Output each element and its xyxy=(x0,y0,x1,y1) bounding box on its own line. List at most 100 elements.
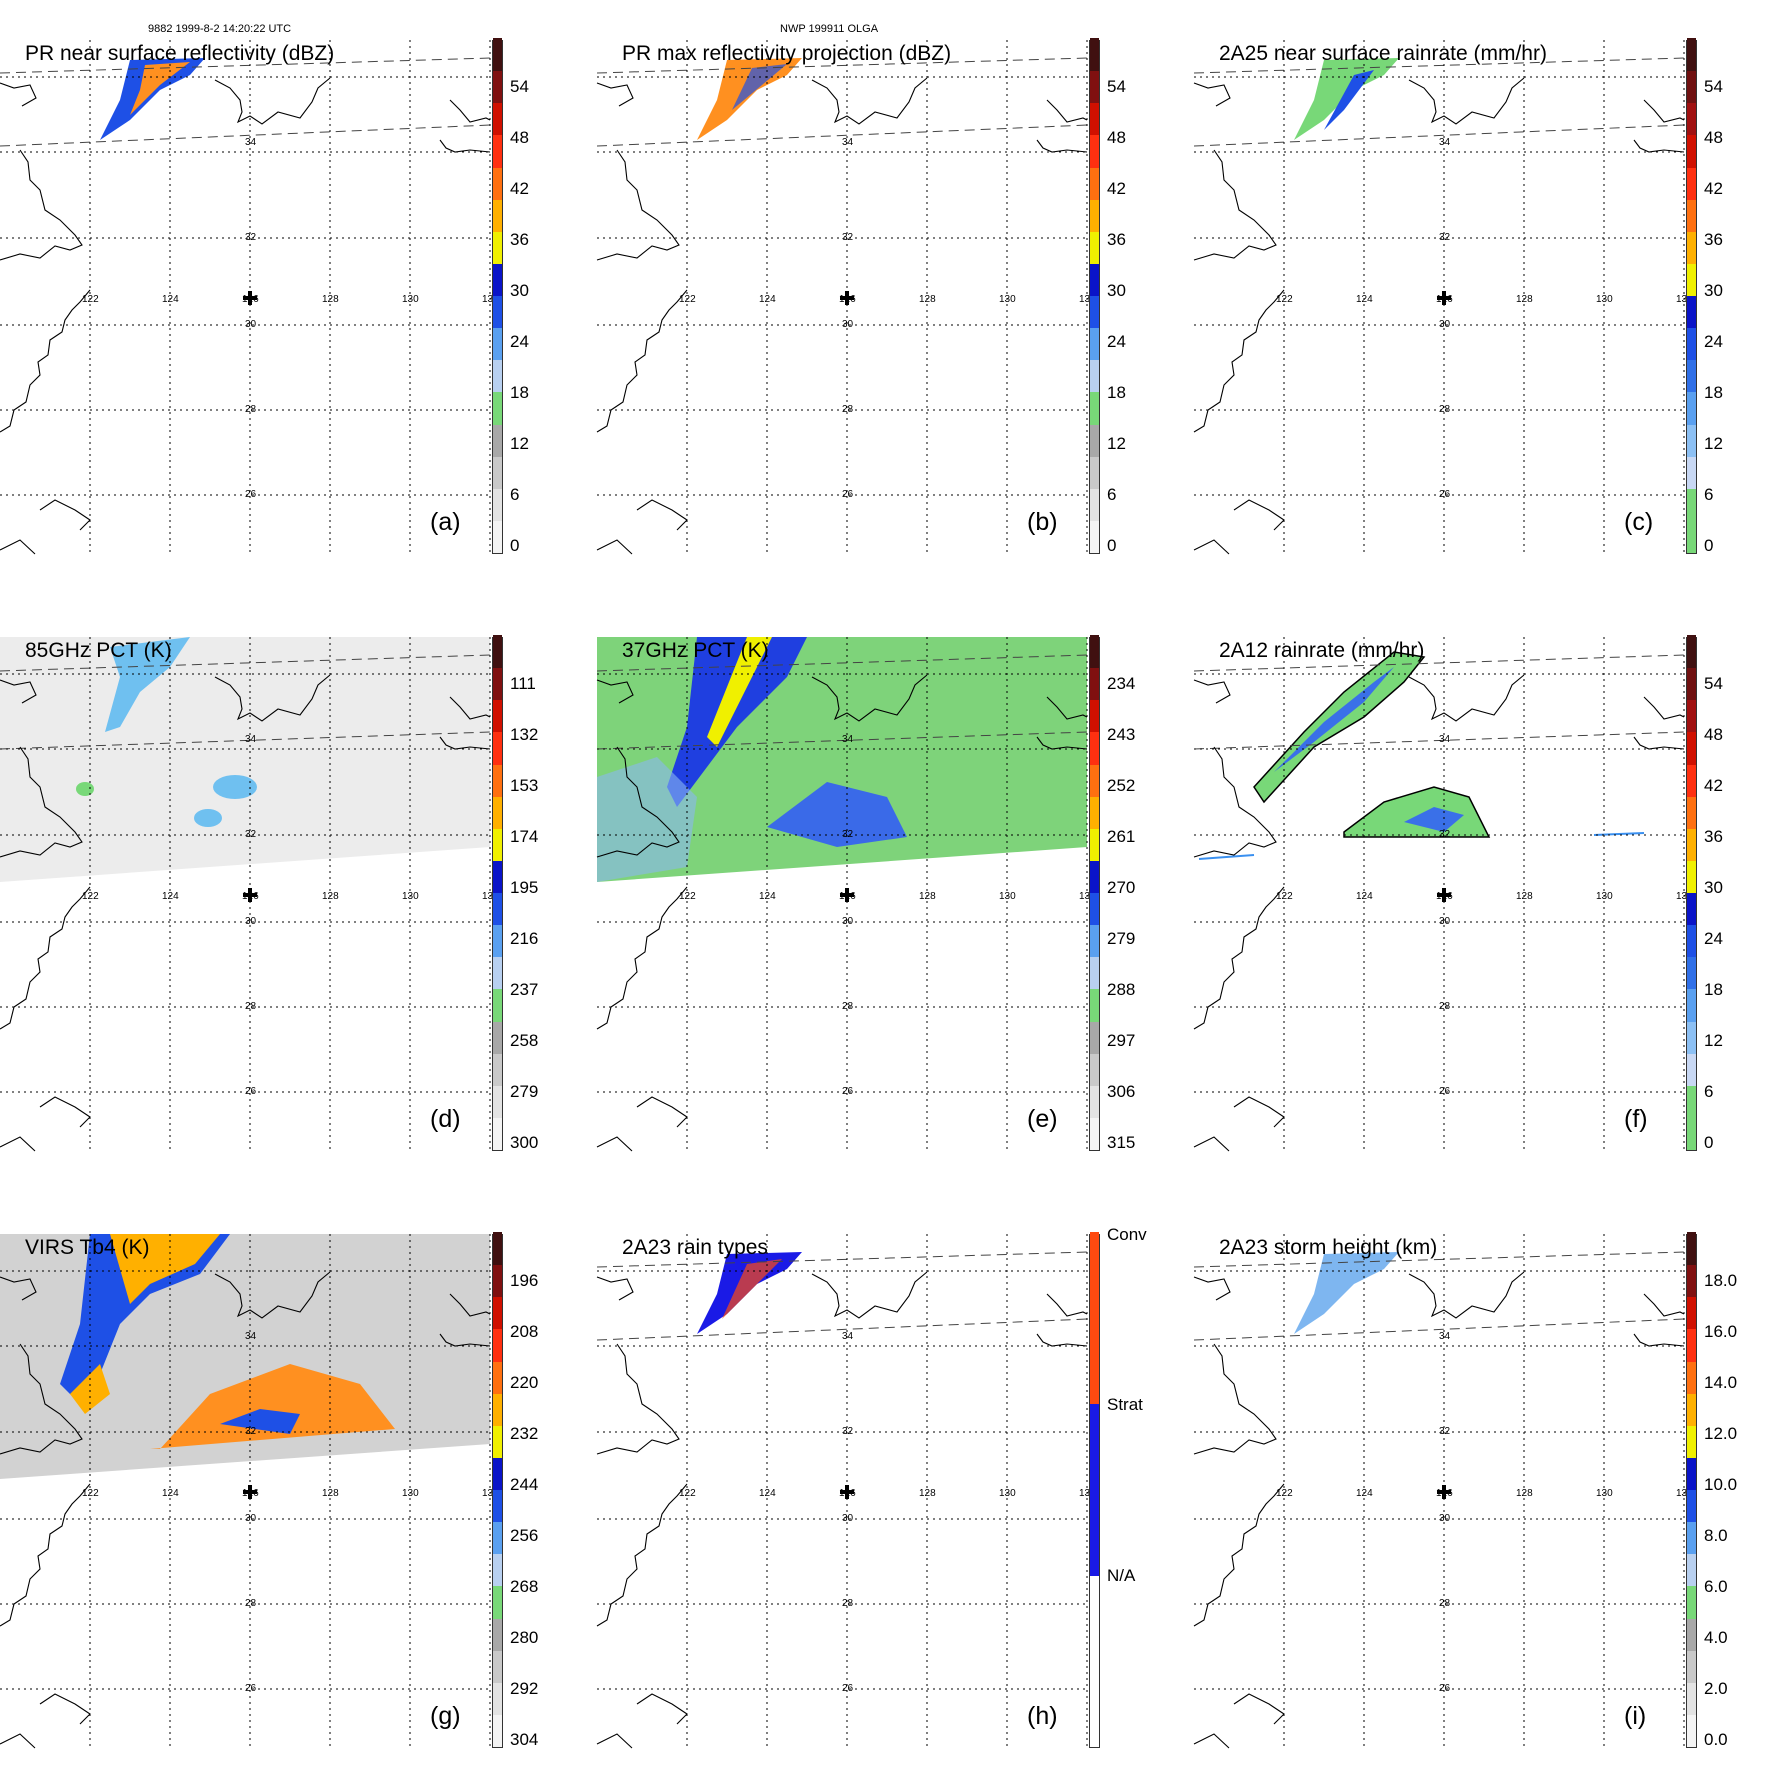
lon-label: 132 xyxy=(1079,1488,1096,1499)
panel-c: 122 124 126 128 130 132 34 32 30 28 26 2A25 near su… xyxy=(1193,38,1746,566)
colorbar-segment xyxy=(493,520,502,553)
colorbar-segment xyxy=(493,1052,502,1086)
panel-a: 122 124 126 128 130 132 34 32 30 28 26 PR near surf… xyxy=(0,38,552,566)
colorbar-segment xyxy=(1687,487,1696,521)
lat-label: 30 xyxy=(842,916,854,927)
cloud-band xyxy=(60,1234,230,1404)
colorbar-tick-label: 288 xyxy=(1107,980,1136,999)
orbit-timestamp: 9882 1999-8-2 14:20:22 UTC xyxy=(148,23,292,35)
colorbar-segment xyxy=(493,1424,502,1458)
colorbar-tick-label: 36 xyxy=(1704,230,1723,249)
colorbar-tick-label: Strat xyxy=(1107,1395,1143,1414)
colorbar xyxy=(1686,1232,1697,1748)
coastline-china xyxy=(596,82,688,555)
colorbar-segment xyxy=(1090,1117,1099,1150)
colorbar-segment xyxy=(493,1360,502,1394)
colorbar-tick-label: 4.0 xyxy=(1704,1628,1728,1647)
panel-title: 2A23 rain types xyxy=(622,1236,768,1259)
lon-label: 132 xyxy=(482,1488,499,1499)
lat-label: 30 xyxy=(245,319,257,330)
colorbar-tick-label: Conv xyxy=(1107,1225,1147,1244)
coastline-china xyxy=(1193,1276,1285,1749)
lon-label: 126 xyxy=(839,891,856,902)
colorbar-segment xyxy=(1687,731,1696,765)
rainband-cold xyxy=(667,637,807,807)
panel-letter: (c) xyxy=(1624,508,1654,536)
lat-label: 34 xyxy=(1439,734,1451,745)
colorbar-segment xyxy=(1090,892,1099,926)
map-c xyxy=(1193,40,1685,555)
colorbar-segment xyxy=(1687,1264,1696,1298)
colorbar-segment xyxy=(493,263,502,296)
coastline-china xyxy=(596,1276,688,1749)
map-b xyxy=(596,40,1088,555)
colorbar-tick-label: 48 xyxy=(1704,128,1723,147)
panel-title: PR max reflectivity projection (dBZ) xyxy=(622,42,952,65)
lon-label: 124 xyxy=(759,294,776,305)
colorbar-tick-label: 258 xyxy=(510,1031,539,1050)
colorbar-segment xyxy=(1687,1714,1696,1747)
coastline-china xyxy=(0,1276,91,1749)
colorbar-tick-label: 24 xyxy=(510,332,529,351)
panel-letter: (b) xyxy=(1027,508,1058,536)
lon-label: 130 xyxy=(1596,891,1613,902)
colorbar-tick-label: 270 xyxy=(1107,878,1136,897)
lat-label: 32 xyxy=(245,232,257,243)
colorbar-segment xyxy=(493,1521,502,1555)
colorbar-tick-label: 174 xyxy=(510,827,539,846)
colorbar-tick-label: 12 xyxy=(1704,1031,1723,1050)
lat-label: 34 xyxy=(1439,1331,1451,1342)
colorbar-tick-label: 292 xyxy=(510,1679,539,1698)
colorbar-segment xyxy=(1090,1575,1099,1747)
colorbar-segment xyxy=(493,667,502,701)
panel-i: 122 124 126 128 130 132 34 32 30 28 26 2A23 storm h… xyxy=(1193,1232,1746,1760)
rain-band xyxy=(100,58,205,140)
colorbar-tick-label: N/A xyxy=(1107,1566,1136,1585)
lon-label: 128 xyxy=(1516,294,1533,305)
colorbar-tick-label: 18 xyxy=(1704,980,1723,999)
colorbar-segment xyxy=(1090,635,1099,669)
colorbar-tick-label: 54 xyxy=(1107,77,1126,96)
colorbar-tick-label: 195 xyxy=(510,878,539,897)
lon-label: 122 xyxy=(82,1488,99,1499)
rainband-core xyxy=(707,637,772,747)
colorbar-segment xyxy=(493,1457,502,1490)
colorbar-segment xyxy=(1687,635,1696,669)
colorbar-segment xyxy=(1687,924,1696,958)
lon-label: 124 xyxy=(759,891,776,902)
colorbar-tick-label: 306 xyxy=(1107,1082,1136,1101)
colorbar-segment xyxy=(1687,1681,1696,1715)
lon-label: 126 xyxy=(1436,1488,1453,1499)
colorbar-tick-label: 36 xyxy=(1107,230,1126,249)
colorbar-segment xyxy=(1687,827,1696,861)
colorbar-segment xyxy=(1090,1020,1099,1054)
colorbar-segment xyxy=(1090,487,1099,521)
colorbar-segment xyxy=(493,1617,502,1651)
coastline-china xyxy=(596,679,688,1152)
colorbar-tick-label: 42 xyxy=(510,179,529,198)
colorbar-segment xyxy=(493,1117,502,1150)
lon-label: 132 xyxy=(1676,891,1693,902)
colorbar-tick-label: 304 xyxy=(510,1730,539,1749)
coastline-korea-japan xyxy=(214,1271,491,1347)
lat-label: 28 xyxy=(245,1001,257,1012)
colorbar-tick-label: 153 xyxy=(510,776,539,795)
colorbar-segment xyxy=(1687,1360,1696,1394)
colorbar-segment xyxy=(493,860,502,893)
colorbar-tick-label: 12.0 xyxy=(1704,1424,1738,1443)
colorbar-segment xyxy=(1687,391,1696,425)
storm-center-marker xyxy=(243,1485,257,1499)
colorbar-segment xyxy=(493,956,502,990)
colorbar-tick-label: 24 xyxy=(1107,332,1126,351)
lon-label: 124 xyxy=(1356,294,1373,305)
colorbar-tick-label: 6 xyxy=(1107,485,1117,504)
panel-letter: (g) xyxy=(430,1702,461,1730)
colorbar-segment xyxy=(493,487,502,521)
lon-label: 132 xyxy=(1676,1488,1693,1499)
lat-label: 30 xyxy=(245,1513,257,1524)
colorbar-segment xyxy=(1687,699,1696,733)
coastline-korea-japan xyxy=(214,77,491,153)
storm-center-marker xyxy=(1437,1485,1451,1499)
colorbar-tick-label: 132 xyxy=(510,725,539,744)
storm-center-marker xyxy=(1437,291,1451,305)
